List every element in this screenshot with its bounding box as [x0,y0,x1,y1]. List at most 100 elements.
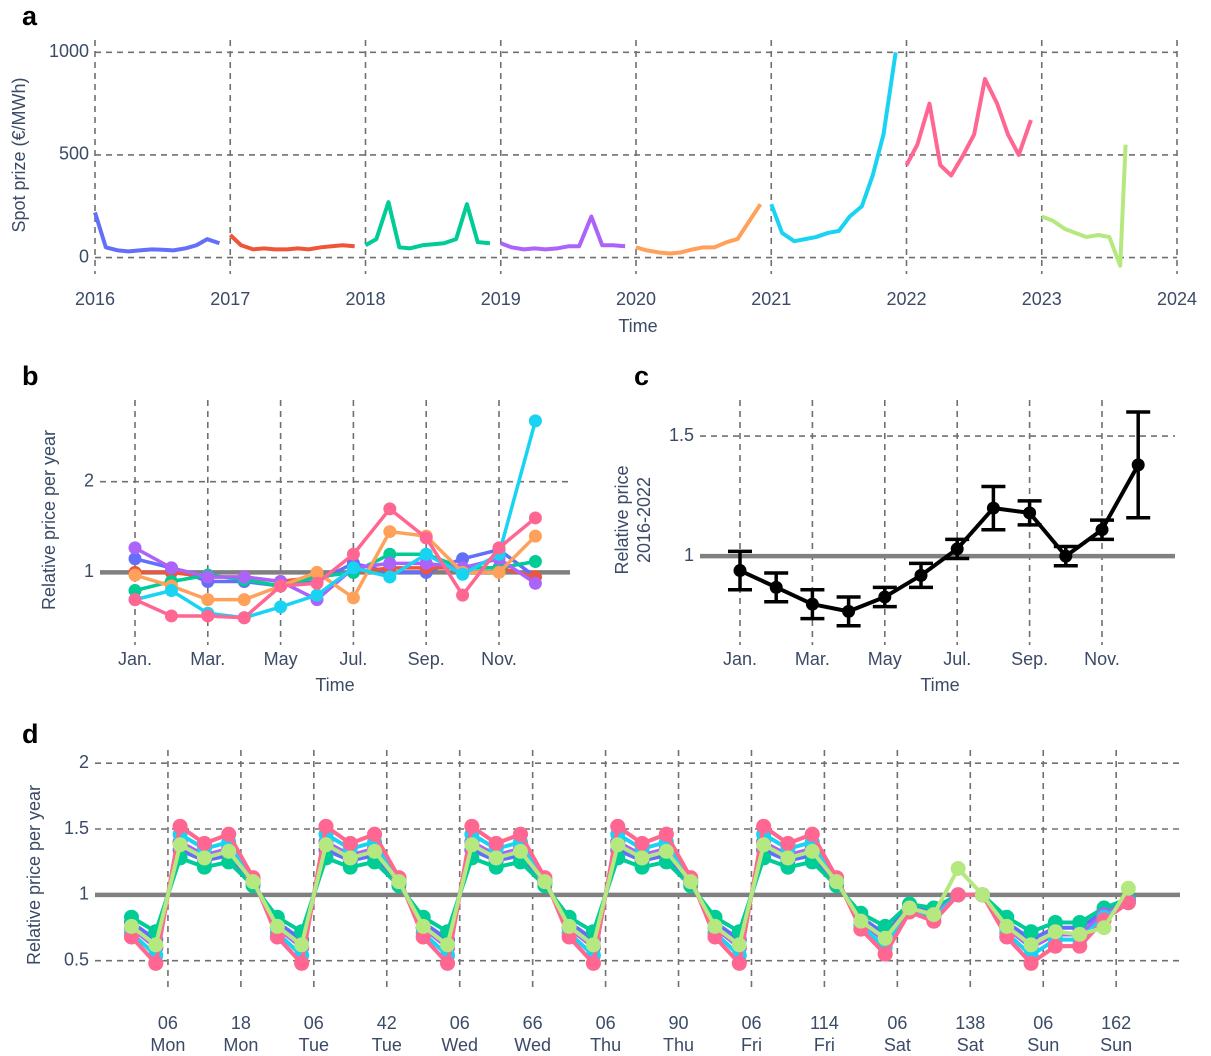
y-tick-label: 1.5 [64,818,89,838]
data-point [318,818,334,834]
data-point [488,850,504,866]
data-point [780,850,796,866]
data-point [237,593,251,607]
data-point [383,525,397,539]
series-line [500,214,626,252]
data-point [561,918,577,934]
series-line [739,463,1140,614]
data-point [999,929,1015,945]
data-point [201,593,215,607]
data-point [391,874,407,890]
data-point [1023,506,1037,520]
data-point [342,850,358,866]
y-axis-title: Relative price per year [24,785,44,965]
data-point [878,590,892,604]
data-point [877,946,893,962]
data-point [310,588,324,602]
data-point [634,850,650,866]
data-point [528,555,542,569]
x-tick-label: 06 [158,1013,178,1033]
y-tick-label: 1 [79,884,89,904]
x-tick-label: 114 [810,1013,839,1033]
data-point [528,576,542,590]
data-point [1023,924,1039,940]
x-tick-label: Sep. [408,649,445,669]
data-point [610,837,626,853]
data-point [756,818,772,834]
panel-label: b [22,361,39,391]
y-tick-label: 2 [84,470,94,490]
data-point [528,414,542,428]
series-line [635,203,763,256]
data-point [528,529,542,543]
data-point [950,542,964,556]
x-tick-label: 2021 [751,289,791,309]
data-point [658,843,674,859]
x-day-label: Wed [514,1035,551,1055]
x-axis-title: Time [618,316,657,336]
data-point [492,565,506,579]
data-point [172,837,188,853]
x-tick-label: 90 [669,1013,689,1033]
data-point [914,568,928,582]
x-tick-label: 06 [596,1013,616,1033]
data-point [1120,880,1136,896]
data-point [1047,924,1063,940]
data-point [196,850,212,866]
data-point [585,955,601,971]
data-point [683,874,699,890]
data-point [221,826,237,842]
x-tick-label: 2020 [616,289,656,309]
data-point [123,918,139,934]
data-point [537,874,553,890]
data-point [1072,914,1088,930]
y-tick-label: 1.5 [669,425,694,445]
data-point [1023,955,1039,971]
data-point [1023,937,1039,953]
data-point [346,591,360,605]
data-point [804,826,820,842]
data-point [1095,523,1109,537]
data-point [245,874,261,890]
data-point [780,835,796,851]
x-day-label: Sat [957,1035,984,1055]
data-point [419,531,433,545]
data-point [172,818,188,834]
data-point [294,937,310,953]
panel-label: c [634,361,649,391]
series-line [1041,144,1128,268]
data-point [707,918,723,934]
data-point [419,556,433,570]
x-tick-label: 06 [304,1013,324,1033]
data-point [488,835,504,851]
data-point [294,955,310,971]
data-point [415,929,431,945]
x-tick-label: 2024 [1157,289,1197,309]
data-point [128,584,142,598]
data-point [986,501,1000,515]
data-point [237,570,251,584]
x-tick-label: Nov. [1084,649,1120,669]
x-tick-label: 2018 [345,289,385,309]
data-point [805,597,819,611]
data-point [164,561,178,575]
data-point [464,837,480,853]
data-point [769,580,783,594]
data-point [148,955,164,971]
x-tick-label: Mar. [190,649,225,669]
data-point [456,588,470,602]
data-point [128,552,142,566]
y-tick-label: 1 [84,561,94,581]
x-tick-label: Sep. [1011,649,1048,669]
data-point [123,929,139,945]
y-axis-title: Spot prize (€/MWh) [9,77,29,232]
series-line [769,52,898,244]
data-point [902,900,918,916]
data-point [310,565,324,579]
data-point [128,593,142,607]
data-point [877,918,893,934]
x-tick-label: Jul. [943,649,971,669]
data-point [561,929,577,945]
x-day-label: Thu [663,1035,694,1055]
